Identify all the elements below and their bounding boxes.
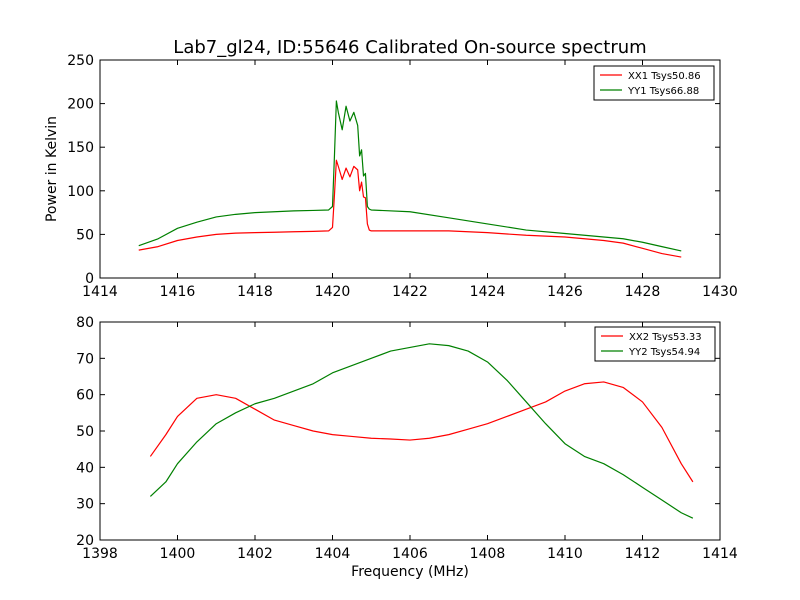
y-tick-label: 20 [76, 533, 94, 549]
y-tick-label: 200 [67, 97, 94, 113]
x-tick-label: 1402 [237, 546, 273, 562]
legend-box [594, 326, 716, 362]
y-tick-label: 70 [76, 351, 94, 367]
subplot-2: 1398 1400 1402 1404 1406 1408 1410 1412 1414 20 30… [76, 315, 738, 580]
legend-box [593, 65, 715, 101]
series-line-1 [149, 381, 694, 483]
y-tick-label: 50 [76, 424, 94, 440]
x-tick-label: 1420 [315, 284, 351, 300]
y-tick-label: 100 [67, 184, 94, 200]
x-tick-label: 1404 [315, 546, 351, 562]
x-tick-label: 1428 [625, 284, 661, 300]
y-tick-label: 80 [76, 315, 94, 331]
y-tick-label: 150 [67, 140, 94, 156]
x-tick-label: 1414 [82, 284, 118, 300]
y-tick-label: 50 [76, 227, 94, 243]
y-tick-label: 60 [76, 388, 94, 404]
y-tick-label: 0 [85, 271, 94, 287]
legend-label: YY2 Tsys54.94 [628, 347, 700, 358]
chart-title: Lab7_gl24, ID:55646 Calibrated On-source… [173, 37, 646, 58]
x-tick-label: 1416 [160, 284, 196, 300]
x-tick-label: 1398 [82, 546, 118, 562]
series-line-2 [138, 100, 682, 252]
x-tick-label: 1430 [702, 284, 738, 300]
x-tick-label: 1400 [160, 546, 196, 562]
legend: XX1 Tsys50.86 YY1 Tsys66.88 [593, 65, 715, 101]
x-tick-label: 1412 [625, 546, 661, 562]
subplot-1: 1414 1416 1418 1420 1422 1424 1426 1428 1430 0 50 1… [44, 53, 738, 300]
x-axis-label: Frequency (MHz) [351, 564, 469, 580]
legend: XX2 Tsys53.33 YY2 Tsys54.94 [594, 326, 716, 362]
series-line-2 [149, 343, 694, 519]
y-axis-label: Power in Kelvin [44, 116, 60, 222]
x-tick-label: 1426 [547, 284, 583, 300]
x-tick-label: 1414 [702, 546, 738, 562]
x-tick-label: 1408 [470, 546, 506, 562]
y-tick-label: 250 [67, 53, 94, 69]
legend-label: XX2 Tsys53.33 [629, 332, 702, 343]
legend-label: YY1 Tsys66.88 [627, 86, 699, 97]
series-line-1 [138, 159, 682, 258]
y-tick-label: 40 [76, 460, 94, 476]
x-tick-label: 1422 [392, 284, 428, 300]
x-tick-label: 1410 [547, 546, 583, 562]
x-tick-label: 1406 [392, 546, 428, 562]
x-tick-label: 1424 [470, 284, 506, 300]
legend-label: XX1 Tsys50.86 [628, 71, 701, 82]
y-tick-label: 30 [76, 497, 94, 513]
x-tick-label: 1418 [237, 284, 273, 300]
plots-container: 1414 1416 1418 1420 1422 1424 1426 1428 14300501… [44, 53, 738, 580]
